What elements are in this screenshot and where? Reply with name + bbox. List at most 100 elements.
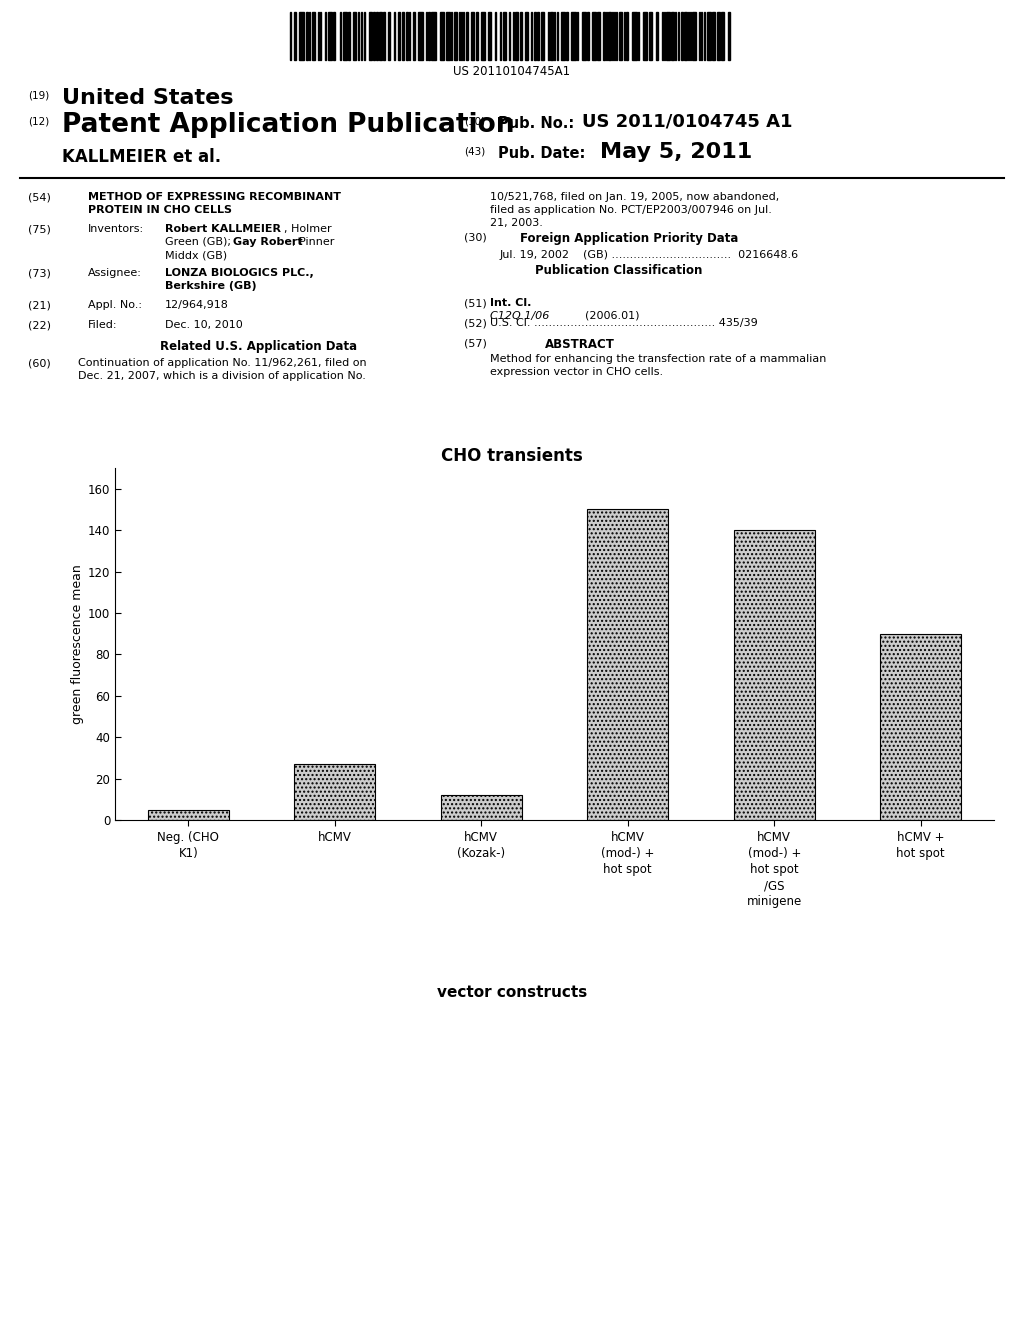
Bar <box>402 12 404 59</box>
Text: CHO transients: CHO transients <box>441 447 583 465</box>
Text: May 5, 2011: May 5, 2011 <box>600 143 753 162</box>
Text: Continuation of application No. 11/962,261, filed on: Continuation of application No. 11/962,2… <box>78 358 367 368</box>
Text: , Holmer: , Holmer <box>284 224 332 234</box>
Bar <box>466 12 468 59</box>
Text: 10/521,768, filed on Jan. 19, 2005, now abandoned,: 10/521,768, filed on Jan. 19, 2005, now … <box>490 191 779 202</box>
Bar <box>520 12 522 59</box>
Text: Gay Robert: Gay Robert <box>233 238 303 247</box>
Text: (75): (75) <box>28 224 51 234</box>
Bar <box>440 12 444 59</box>
Text: Filed:: Filed: <box>88 319 118 330</box>
Bar <box>441 795 521 820</box>
Text: PROTEIN IN CHO CELLS: PROTEIN IN CHO CELLS <box>88 205 232 215</box>
Bar <box>684 12 687 59</box>
Bar <box>566 12 568 59</box>
Text: Related U.S. Application Data: Related U.S. Application Data <box>161 341 357 352</box>
Text: US 2011/0104745 A1: US 2011/0104745 A1 <box>582 114 793 131</box>
Bar <box>881 634 962 820</box>
Text: vector constructs: vector constructs <box>437 985 587 1001</box>
Text: ABSTRACT: ABSTRACT <box>545 338 614 351</box>
Bar <box>588 510 668 820</box>
Bar <box>561 12 565 59</box>
Text: 21, 2003.: 21, 2003. <box>490 218 543 228</box>
Text: (51): (51) <box>464 298 486 308</box>
Bar <box>717 12 720 59</box>
Text: , Pinner: , Pinner <box>292 238 335 247</box>
Bar <box>306 12 308 59</box>
Bar <box>712 12 715 59</box>
Text: Patent Application Publication: Patent Application Publication <box>62 112 514 139</box>
Text: Method for enhancing the transfection rate of a mammalian: Method for enhancing the transfection ra… <box>490 354 826 364</box>
Bar <box>582 12 586 59</box>
Bar <box>643 12 647 59</box>
Bar <box>413 12 415 59</box>
Text: Berkshire (GB): Berkshire (GB) <box>165 281 257 290</box>
Bar <box>454 12 457 59</box>
Text: Inventors:: Inventors: <box>88 224 144 234</box>
Bar <box>476 12 478 59</box>
Text: US 20110104745A1: US 20110104745A1 <box>454 65 570 78</box>
Bar <box>692 12 696 59</box>
Text: Robert KALLMEIER: Robert KALLMEIER <box>165 224 281 234</box>
Text: (52): (52) <box>464 318 486 327</box>
Text: Dec. 21, 2007, which is a division of application No.: Dec. 21, 2007, which is a division of ap… <box>78 371 366 381</box>
Bar <box>376 12 378 59</box>
Text: filed as application No. PCT/EP2003/007946 on Jul.: filed as application No. PCT/EP2003/0079… <box>490 205 772 215</box>
Text: United States: United States <box>62 88 233 108</box>
Bar <box>398 12 400 59</box>
Text: (57): (57) <box>464 338 486 348</box>
Text: (2006.01): (2006.01) <box>585 312 640 321</box>
Bar <box>649 12 652 59</box>
Bar <box>618 12 622 59</box>
Bar <box>671 12 674 59</box>
Bar <box>707 12 711 59</box>
Bar <box>597 12 600 59</box>
Bar <box>428 12 430 59</box>
Bar <box>295 764 375 820</box>
Y-axis label: green fluorescence mean: green fluorescence mean <box>71 564 84 723</box>
Text: Foreign Application Priority Data: Foreign Application Priority Data <box>520 232 738 246</box>
Bar <box>348 12 350 59</box>
Bar <box>587 12 589 59</box>
Bar <box>721 12 724 59</box>
Bar <box>383 12 385 59</box>
Bar <box>681 12 683 59</box>
Text: METHOD OF EXPRESSING RECOMBINANT: METHOD OF EXPRESSING RECOMBINANT <box>88 191 341 202</box>
Text: Pub. Date:: Pub. Date: <box>498 147 586 161</box>
Text: Dec. 10, 2010: Dec. 10, 2010 <box>165 319 243 330</box>
Text: Appl. No.:: Appl. No.: <box>88 300 142 310</box>
Text: (30): (30) <box>464 232 486 242</box>
Bar <box>534 12 536 59</box>
Bar <box>608 12 611 59</box>
Bar <box>537 12 539 59</box>
Bar <box>333 12 335 59</box>
Text: (54): (54) <box>28 191 51 202</box>
Text: KALLMEIER et al.: KALLMEIER et al. <box>62 148 221 166</box>
Text: (12): (12) <box>28 116 49 125</box>
Bar <box>734 531 814 820</box>
Bar <box>603 12 605 59</box>
Text: Assignee:: Assignee: <box>88 268 142 279</box>
Bar <box>369 12 372 59</box>
Bar <box>471 12 474 59</box>
Bar <box>431 12 436 59</box>
Bar <box>299 12 304 59</box>
Bar <box>503 12 506 59</box>
Text: Jul. 19, 2002    (GB) .................................  0216648.6: Jul. 19, 2002 (GB) .....................… <box>500 249 799 260</box>
Bar <box>294 12 296 59</box>
Bar <box>525 12 528 59</box>
Bar <box>488 12 490 59</box>
Text: Publication Classification: Publication Classification <box>535 264 702 277</box>
Text: Pub. No.:: Pub. No.: <box>498 116 574 131</box>
Text: (60): (60) <box>28 358 51 368</box>
Text: (22): (22) <box>28 319 51 330</box>
Text: C12Q 1/06: C12Q 1/06 <box>490 312 549 321</box>
Bar <box>666 12 670 59</box>
Bar <box>632 12 637 59</box>
Bar <box>353 12 356 59</box>
Bar <box>446 12 450 59</box>
Bar <box>728 12 730 59</box>
Text: LONZA BIOLOGICS PLC.,: LONZA BIOLOGICS PLC., <box>165 268 313 279</box>
Bar <box>312 12 315 59</box>
Bar <box>481 12 485 59</box>
